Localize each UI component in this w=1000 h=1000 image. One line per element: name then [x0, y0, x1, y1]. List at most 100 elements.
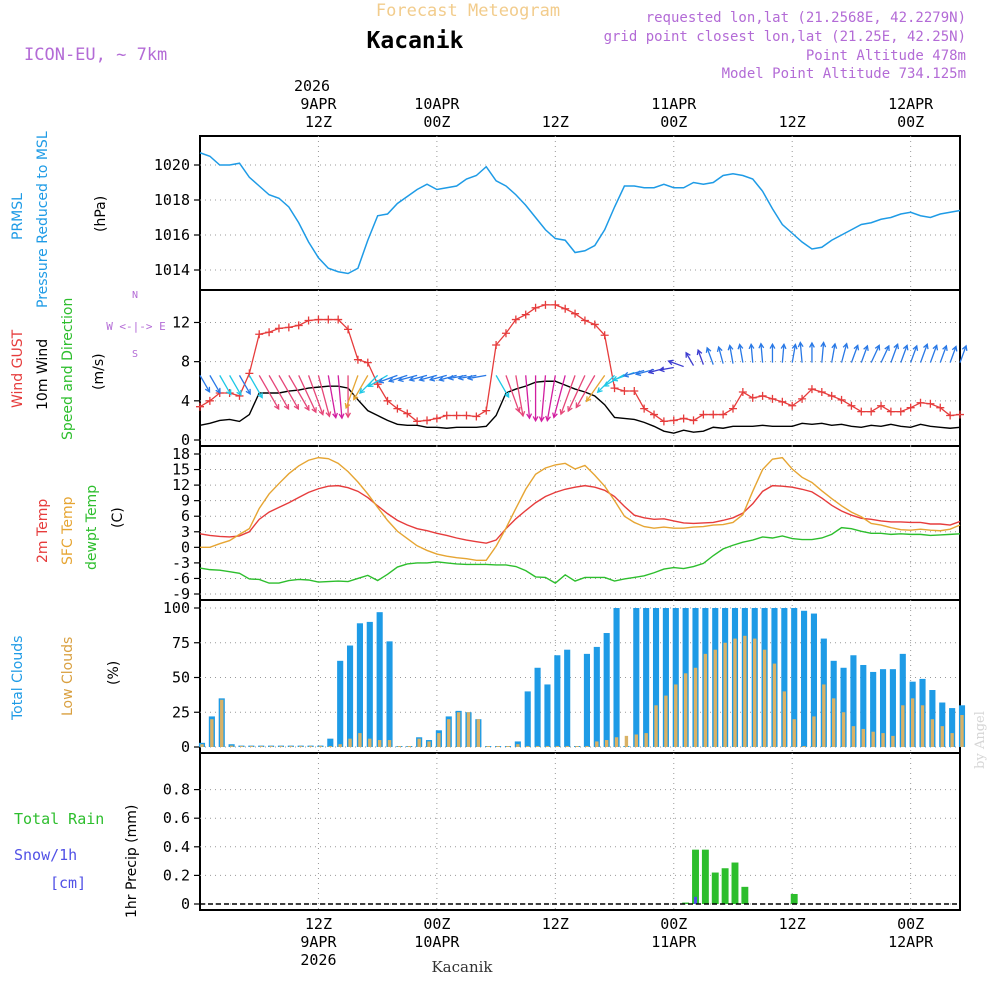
gust-marker: [896, 407, 905, 416]
clouds-panel: 0 25 50 75 100: [163, 599, 966, 756]
wind-arrow: [718, 346, 724, 364]
total-cloud-bar: [939, 702, 946, 747]
temp-label-sfc: SFC Temp: [60, 496, 76, 565]
gust-marker: [344, 325, 353, 334]
low-cloud-bar: [220, 699, 224, 747]
wind-arrow-head: [797, 341, 804, 348]
panel-frame: [199, 752, 961, 911]
gust-marker: [778, 397, 787, 406]
total-cloud-bar: [889, 669, 896, 747]
wind-arrow: [949, 346, 957, 363]
gust-marker: [334, 315, 343, 324]
y-tick-label: 0: [181, 538, 190, 556]
wind-arrow-head: [353, 394, 359, 401]
y-tick-label: 0.4: [163, 838, 190, 856]
gust-marker: [837, 395, 846, 404]
low-cloud-bar: [733, 638, 737, 747]
gust-marker: [205, 396, 214, 405]
gust-marker: [936, 403, 945, 412]
low-cloud-bar: [743, 635, 747, 747]
wind-arrow-head: [820, 341, 827, 348]
total-cloud-bar: [524, 691, 531, 747]
gust-marker: [689, 416, 698, 425]
gust-marker: [827, 391, 836, 400]
wind-arrow: [900, 345, 908, 363]
total-cloud-bar: [633, 608, 640, 747]
low-cloud-bar: [289, 746, 293, 747]
total-cloud-bar: [860, 664, 867, 747]
total-cloud-bar: [376, 612, 383, 747]
y-tick-label: -3: [172, 554, 190, 572]
gust-marker: [857, 407, 866, 416]
wind-speed-line: [199, 380, 961, 434]
low-cloud-bar: [526, 746, 530, 747]
gust-marker: [699, 410, 708, 419]
gust-marker: [511, 315, 520, 324]
wind-arrow: [317, 375, 331, 417]
gust-marker: [807, 385, 816, 394]
rain-bar: [701, 849, 709, 904]
low-cloud-bar: [200, 744, 204, 747]
y-tick-label: -6: [172, 569, 190, 587]
low-cloud-bar: [753, 638, 757, 747]
wind-arrow-head: [737, 343, 744, 350]
wind-arrow-head: [226, 389, 232, 396]
gust-marker: [551, 300, 560, 309]
low-cloud-bar: [269, 746, 273, 747]
wind-arrow-head: [367, 381, 374, 388]
total-cloud-bar: [554, 655, 561, 747]
gust-marker: [452, 411, 461, 420]
total-cloud-bar: [583, 653, 590, 747]
wind-arrow-head: [559, 409, 566, 416]
low-cloud-bar: [249, 746, 254, 747]
wind-arrow-head: [215, 387, 221, 395]
gust-marker: [788, 401, 797, 410]
y-tick-label: 15: [172, 461, 190, 479]
total-cloud-bar: [356, 623, 363, 747]
wind-arrow-head: [552, 412, 558, 419]
bottom-hour-label: 00Z: [897, 915, 924, 933]
y-tick-label: -9: [172, 585, 190, 603]
wind-arrow: [409, 374, 428, 381]
low-cloud-bar: [861, 728, 865, 747]
low-cloud-bar: [259, 746, 263, 747]
bottom-hour-label: 12Z: [305, 915, 332, 933]
wind-arrow-head: [667, 359, 674, 366]
location-title: Kacanik: [367, 28, 464, 54]
low-cloud-bar: [210, 719, 214, 747]
precip-unit: 1hr Precip (mm): [124, 805, 140, 918]
precip-label-cm: [cm]: [50, 874, 86, 892]
low-cloud-bar: [456, 712, 461, 747]
y-tick-label: 6: [181, 507, 190, 525]
low-cloud-bar: [871, 731, 875, 747]
gust-marker: [294, 321, 303, 330]
wind-arrow: [353, 375, 369, 400]
wind-arrow-head: [567, 406, 573, 413]
model-altitude: Model Point Altitude 734.125m: [722, 66, 966, 82]
rain-bar: [731, 862, 739, 904]
gust-marker: [640, 404, 649, 413]
low-cloud-bar: [762, 649, 767, 747]
wind-arrow-head: [332, 412, 338, 420]
wind-arrow-head: [893, 342, 900, 350]
gust-marker: [462, 411, 471, 420]
total-cloud-bar: [613, 608, 620, 747]
gust-marker: [659, 417, 668, 426]
low-cloud-bar: [891, 735, 895, 747]
temp-sfc-line: [200, 456, 961, 561]
low-cloud-bar: [782, 691, 787, 747]
gust-marker: [758, 391, 767, 400]
top-hour-label: 00Z: [897, 113, 924, 131]
y-tick-label: 0: [181, 738, 190, 756]
wind-arrow-head: [912, 344, 919, 351]
gust-marker: [580, 316, 589, 325]
temp-label-2m: 2m Temp: [35, 499, 51, 563]
low-cloud-bar: [930, 719, 935, 747]
gust-marker: [748, 393, 757, 402]
wind-arrow-head: [318, 409, 325, 416]
total-cloud-bar: [593, 646, 600, 747]
gust-marker: [600, 331, 609, 340]
wind-arrow-head: [293, 403, 300, 411]
wind-label-gust: Wind GUST: [10, 329, 26, 408]
footer-location: Kacanik: [431, 958, 493, 976]
